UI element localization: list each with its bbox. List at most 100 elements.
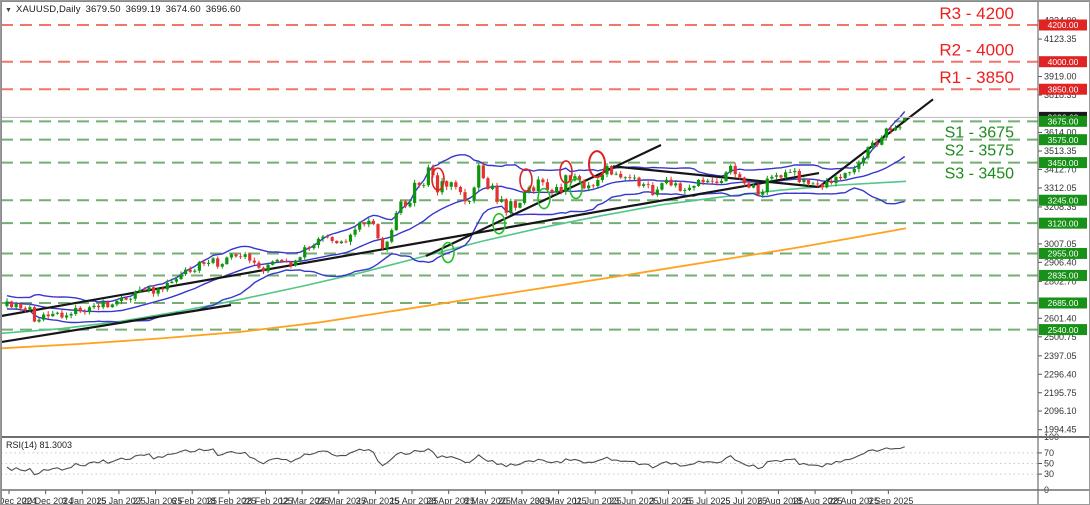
- date-label: 9 Sep 2025: [867, 496, 913, 505]
- price-level-badge: [1039, 217, 1087, 229]
- candle-body: [170, 281, 174, 283]
- candle-body: [664, 179, 669, 184]
- price-tick-label: 2500.75: [1044, 332, 1077, 342]
- candle-body: [339, 241, 343, 244]
- price-tick-label: 3007.05: [1044, 239, 1077, 249]
- date-label: 6 Feb 2025: [171, 496, 217, 505]
- level-labels: R3 - 4200 R2 - 4000 R1 - 3850 S1 - 3675 S2 -…: [939, 4, 1014, 183]
- candle-body: [422, 185, 426, 186]
- rsi-tick-label: 50: [1044, 459, 1054, 469]
- candle-body: [344, 241, 348, 243]
- price-level-badge: [1039, 269, 1087, 281]
- candle-body: [435, 175, 440, 193]
- candle-body: [371, 220, 375, 225]
- chart-dropdown-icon[interactable]: ▼: [5, 7, 13, 14]
- signal-ellipse-buy[interactable]: [569, 177, 583, 200]
- candle-body: [252, 260, 256, 263]
- candle-body: [655, 189, 659, 195]
- candle-body: [619, 173, 623, 178]
- candle-body: [797, 170, 801, 183]
- signal-ellipse-buy[interactable]: [441, 241, 455, 264]
- trendline-minor-ascending[interactable]: [1, 303, 232, 344]
- main-plot-area[interactable]: [1, 24, 1038, 350]
- price-tick-label: 2195.75: [1044, 388, 1077, 398]
- candle-body: [857, 162, 861, 169]
- price-tick-label: 3208.35: [1044, 202, 1077, 212]
- candle-body: [632, 177, 637, 179]
- candle-body: [266, 264, 270, 272]
- trendline-steep-ascending[interactable]: [425, 144, 662, 258]
- candle-body: [165, 282, 169, 290]
- candle-body: [248, 254, 252, 261]
- candle-body: [742, 177, 746, 184]
- price-level-badge: [1039, 297, 1087, 309]
- signal-ellipse-sell[interactable]: [431, 167, 445, 191]
- candle-body: [495, 185, 499, 202]
- candle-body: [472, 187, 476, 202]
- candle-body: [793, 170, 797, 173]
- price-tick-label: 4123.35: [1044, 34, 1077, 44]
- signal-ellipse-sell[interactable]: [588, 150, 606, 179]
- candle-body: [710, 180, 714, 182]
- candle-body: [761, 191, 765, 195]
- trendline-corrective-descending[interactable]: [612, 165, 820, 189]
- candle-body: [903, 117, 907, 121]
- candle-body: [637, 177, 641, 186]
- price-tick-label: 2802.70: [1044, 276, 1077, 286]
- candle-body: [555, 187, 559, 193]
- rsi-tick-label: 30: [1044, 469, 1054, 479]
- date-label: 28 Apr 2025: [426, 496, 475, 505]
- signal-ellipse-buy[interactable]: [492, 212, 506, 235]
- price-axis[interactable]: 4224.004123.353919.003818.353614.003513.…: [1038, 16, 1087, 495]
- candle-body: [92, 305, 96, 308]
- bollinger-middle-band: [6, 155, 906, 313]
- candle-body: [55, 312, 59, 314]
- candle-body: [69, 313, 73, 316]
- signal-ellipse-sell[interactable]: [519, 168, 533, 192]
- signal-ellipse-sell[interactable]: [559, 160, 573, 184]
- candle-body: [156, 288, 160, 294]
- resistance-label: R2 - 4000: [939, 41, 1014, 60]
- candle-body: [646, 184, 650, 186]
- candle-body: [770, 176, 774, 179]
- support-lines[interactable]: [1, 120, 1038, 331]
- price-level-badge-text: 3245.00: [1048, 195, 1079, 205]
- resistance-lines[interactable]: [1, 24, 1038, 91]
- candle-body: [115, 300, 119, 305]
- candle-body: [513, 201, 517, 208]
- candle-body: [133, 292, 137, 299]
- candle-body: [403, 201, 408, 207]
- candle-body: [738, 174, 742, 178]
- candle-body: [151, 287, 156, 294]
- price-level-badge: [1039, 194, 1087, 206]
- candle-body: [376, 224, 380, 239]
- rsi-panel[interactable]: [1, 446, 1038, 476]
- candle-body: [161, 288, 165, 290]
- chart-header: ▼ XAUUSD,Daily 3679.50 3699.19 3674.60 3696.6…: [5, 4, 241, 15]
- candle-body: [504, 199, 508, 213]
- candle-body: [74, 307, 78, 314]
- quote-close: 3696.60: [205, 4, 241, 15]
- signal-ellipse-buy[interactable]: [537, 187, 551, 210]
- candle-body: [683, 189, 687, 191]
- price-tick-label: 3614.00: [1044, 128, 1077, 138]
- date-label: 25 Jul 2025: [721, 496, 768, 505]
- candle-body: [449, 182, 453, 187]
- candle-body: [600, 174, 604, 181]
- candle-body: [724, 172, 728, 181]
- price-level-badge: [1039, 324, 1087, 336]
- price-tick-label: 2601.40: [1044, 313, 1077, 323]
- candle-body: [9, 301, 14, 308]
- candle-body: [298, 257, 302, 261]
- candle-body: [774, 175, 779, 177]
- date-label: 15 Apr 2025: [390, 496, 439, 505]
- candle-body: [216, 258, 220, 267]
- candle-body: [536, 179, 540, 192]
- candle-body: [747, 183, 751, 188]
- candle-body: [385, 241, 389, 249]
- trendline-primary-ascending[interactable]: [1, 171, 820, 318]
- date-label: 11 Jun 2025: [573, 496, 622, 505]
- candle-body: [788, 172, 792, 173]
